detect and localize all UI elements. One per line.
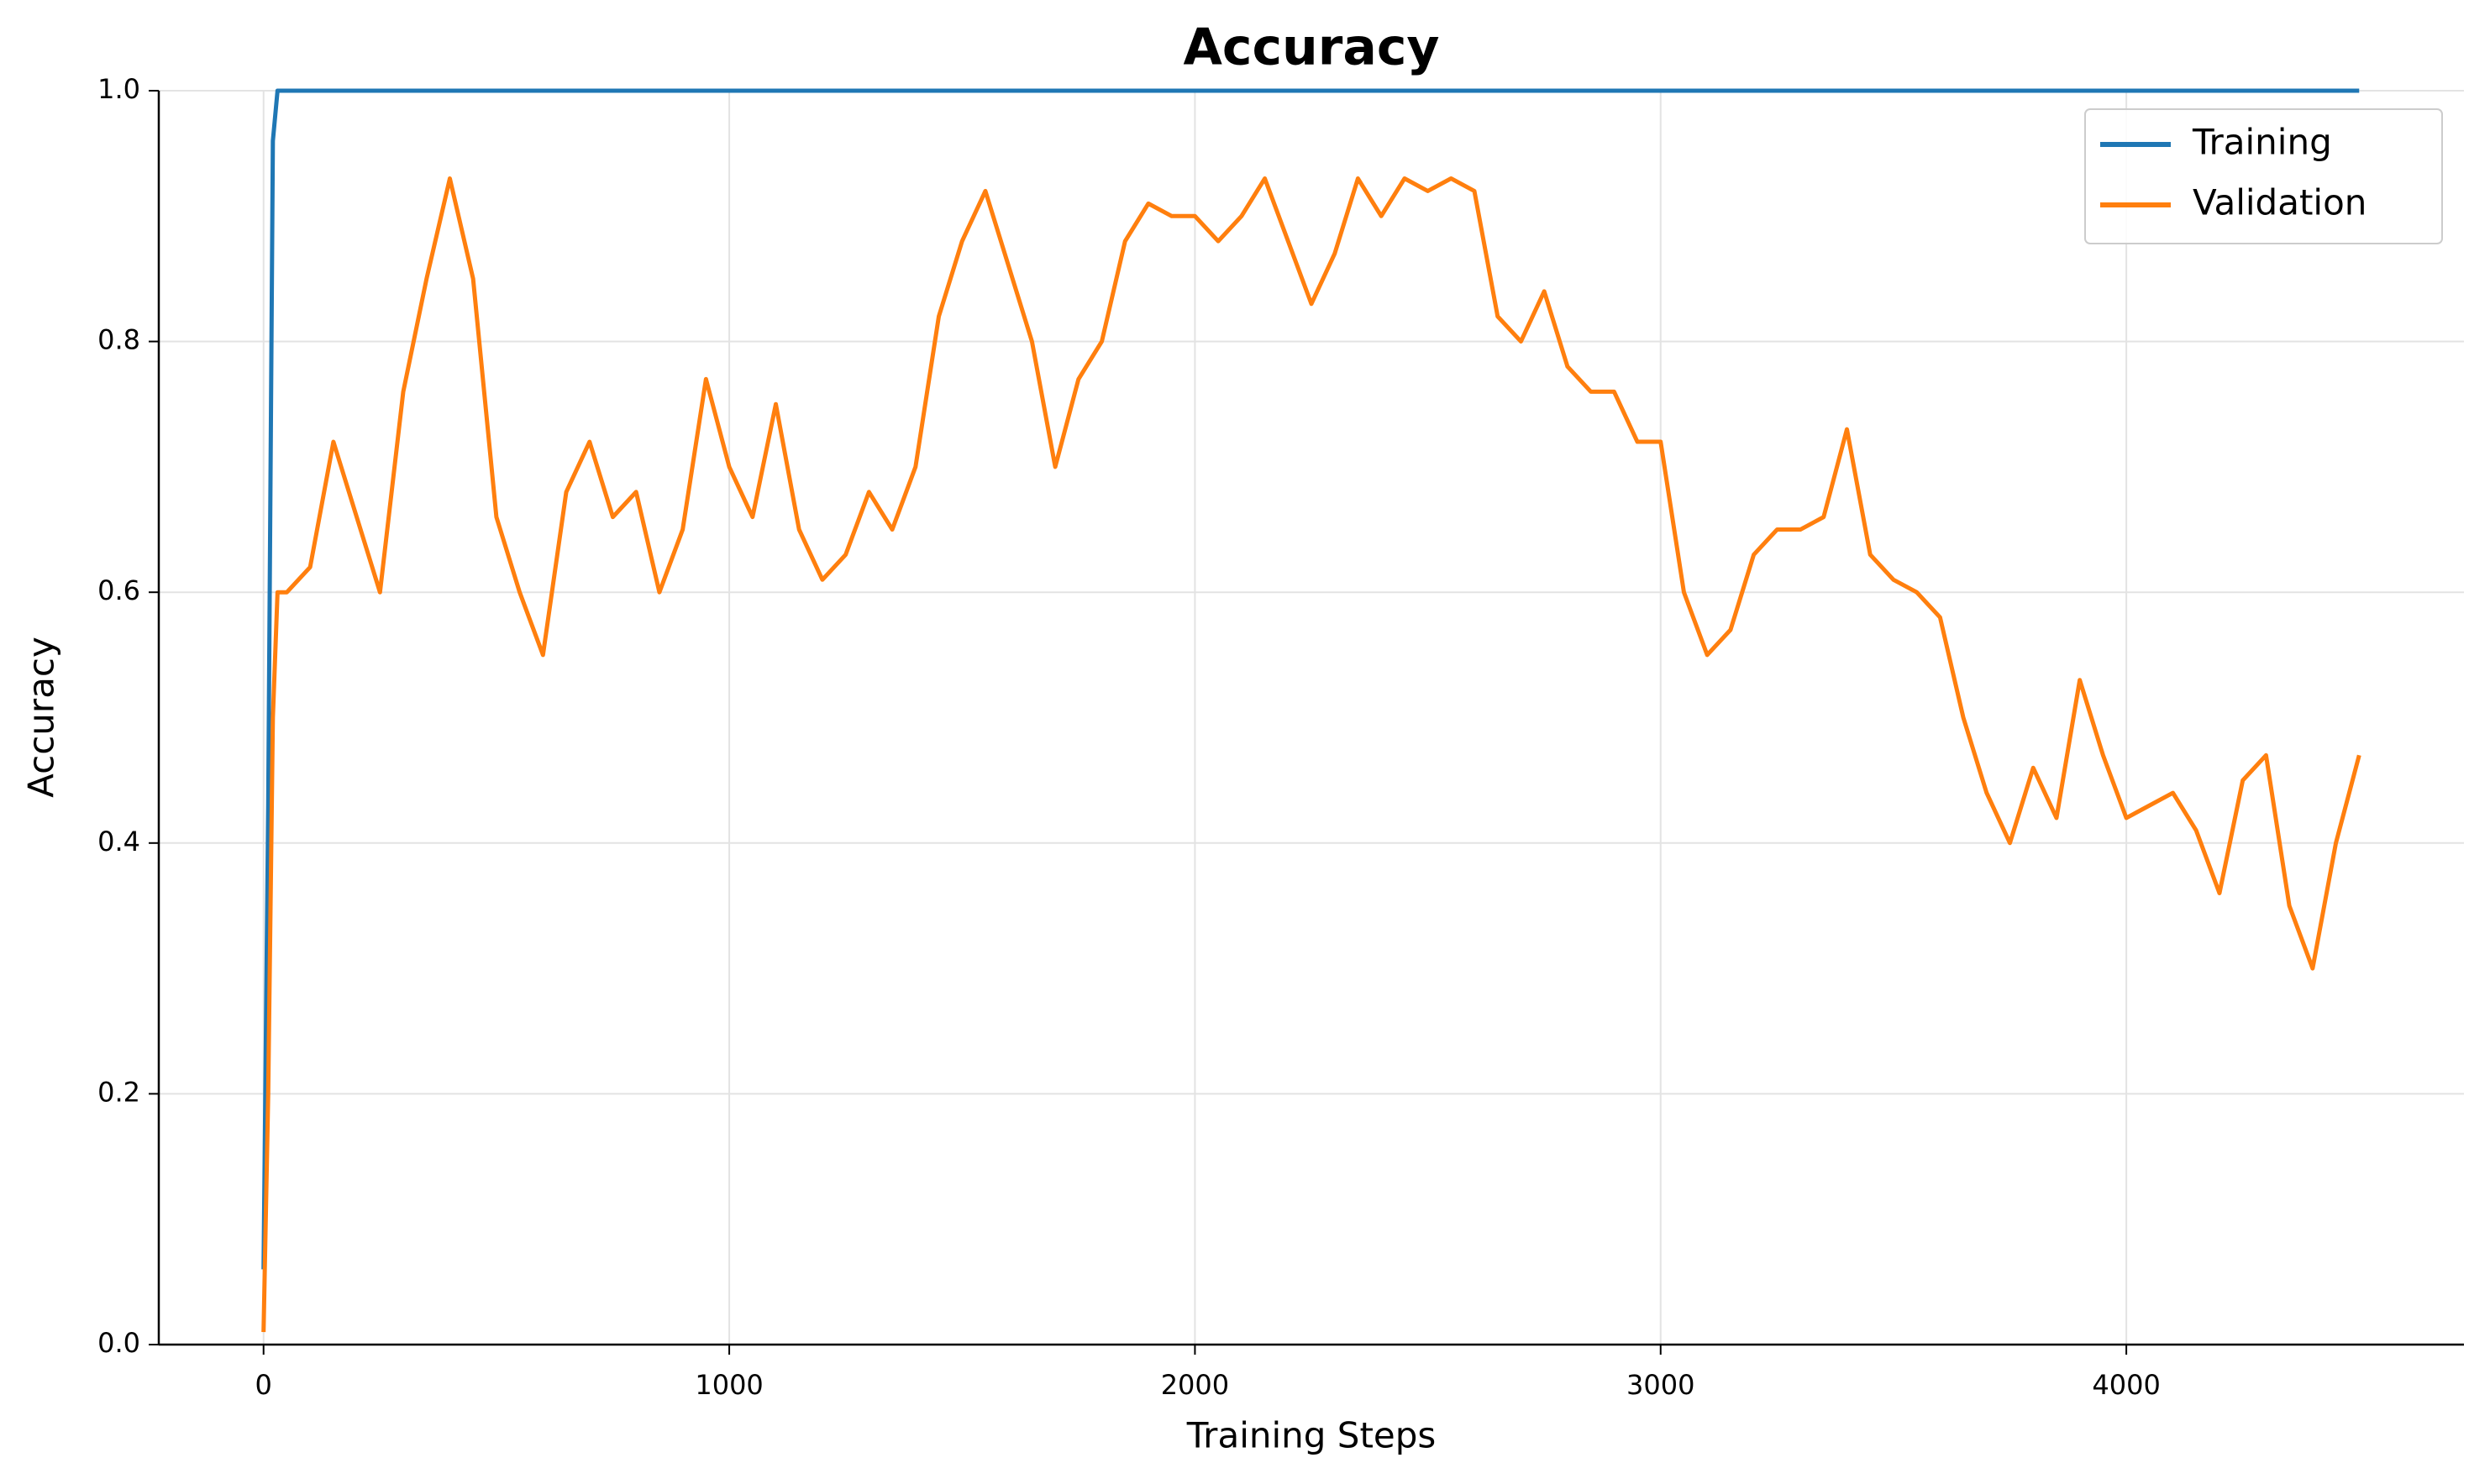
y-tick-label: 0.8 [97,324,140,356]
y-tick-label: 1.0 [97,73,140,105]
x-tick-label: 2000 [1161,1369,1229,1401]
y-tick-label: 0.2 [97,1076,140,1108]
y-tick-label: 0.4 [97,826,140,857]
x-tick-label: 1000 [695,1369,763,1401]
x-tick-label: 4000 [2092,1369,2160,1401]
y-tick-label: 0.6 [97,574,140,606]
x-axis-label: Training Steps [1186,1415,1437,1456]
series-line [261,88,2360,1270]
chart-title: Accuracy [1183,18,1439,77]
x-tick-label: 3000 [1626,1369,1694,1401]
legend-label: Validation [2193,182,2367,223]
y-tick-label: 0.0 [97,1327,140,1359]
legend-label: Training [2192,122,2332,163]
legend-box [2084,108,2443,244]
legend: Training Validation [2084,108,2443,244]
x-tick-label: 0 [255,1369,272,1401]
series-line [261,176,2361,1333]
y-axis-label: Accuracy [21,637,62,798]
